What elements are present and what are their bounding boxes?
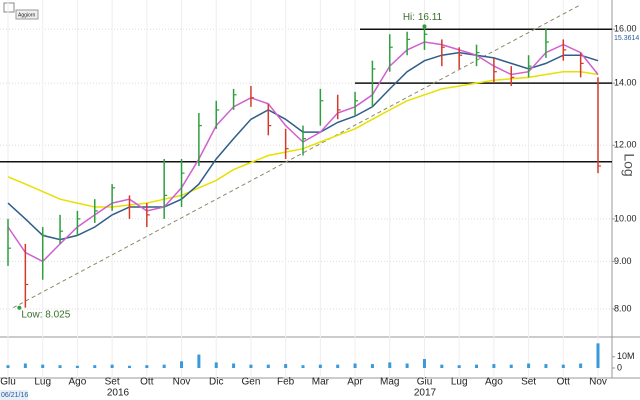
volume-bar xyxy=(561,364,565,368)
y-tick-label: 16.00 xyxy=(614,24,637,34)
y-tick-label: 10M xyxy=(617,351,635,361)
last-price: 15.3614 xyxy=(614,35,639,42)
volume-bar xyxy=(457,365,461,368)
volume-bar xyxy=(6,365,10,368)
x-tick-label: Ago xyxy=(485,377,503,388)
x-tick-label: Glu xyxy=(0,377,16,388)
y-tick-label: 8.00 xyxy=(614,303,632,313)
y-tick-label: 14.00 xyxy=(614,77,637,87)
volume-bar xyxy=(388,362,392,368)
y-tick-label: 9.00 xyxy=(614,256,632,266)
volume-bar xyxy=(127,365,131,368)
volume-bar xyxy=(197,354,201,368)
volume-bar xyxy=(249,364,253,368)
volume-bar xyxy=(162,364,166,368)
y-tick-label: 12.00 xyxy=(614,140,637,150)
y-tick-label: 10.00 xyxy=(614,213,637,223)
volume-bar xyxy=(301,365,305,368)
x-tick-label: Ott xyxy=(140,377,154,388)
volume-bar xyxy=(370,364,374,368)
x-tick-label: Ago xyxy=(69,377,87,388)
trend-line xyxy=(12,4,581,309)
volume-bar xyxy=(266,364,270,368)
x-tick-label: Set xyxy=(105,377,120,388)
volume-bar xyxy=(509,364,513,368)
volume-bar xyxy=(180,361,184,368)
x-tick-label: Gen xyxy=(241,377,260,388)
volume-bar xyxy=(596,343,600,368)
hi-marker xyxy=(422,24,427,29)
y-tick-label: 0 xyxy=(617,362,622,372)
volume-bar xyxy=(353,363,357,368)
start-date: 06/21/16 xyxy=(1,392,28,399)
toolbar-label[interactable]: Aggiorn xyxy=(18,12,35,18)
x-tick-label: Apr xyxy=(347,377,363,388)
x-tick-label: Dic xyxy=(209,377,223,388)
volume-bar xyxy=(440,364,444,368)
volume-bar xyxy=(579,363,583,368)
volume-bar xyxy=(110,364,114,368)
date-box xyxy=(0,390,28,400)
x-tick-label: Giu xyxy=(417,377,433,388)
volume-bar xyxy=(336,364,340,368)
volume-bar xyxy=(214,362,218,368)
volume-bar xyxy=(232,363,236,368)
volume-bar xyxy=(93,365,97,368)
volume-bar xyxy=(318,364,322,368)
axis-label: Log xyxy=(621,153,637,176)
volume-bar xyxy=(544,364,548,368)
volume-bar xyxy=(492,364,496,368)
x-tick-label: Lug xyxy=(451,377,468,388)
volume-bar xyxy=(23,363,27,368)
volume-bar xyxy=(527,363,531,368)
volume-bar xyxy=(405,363,409,368)
volume-bar xyxy=(284,364,288,368)
x-tick-label: Feb xyxy=(277,377,295,388)
volume-bar xyxy=(145,365,149,368)
x-tick-label: Set xyxy=(521,377,536,388)
x-tick-label: Mag xyxy=(380,377,399,388)
year-label: 2016 xyxy=(107,388,130,399)
x-tick-label: Ott xyxy=(557,377,571,388)
volume-bar xyxy=(475,364,479,368)
volume-bar xyxy=(422,359,426,368)
volume-bar xyxy=(75,365,79,368)
toolbar-icon[interactable] xyxy=(3,2,15,13)
low-marker xyxy=(17,305,22,310)
x-tick-label: Mar xyxy=(312,377,330,388)
toolbar-button[interactable] xyxy=(15,9,39,20)
volume-bar xyxy=(58,365,62,368)
hi-label: Hi: 16.11 xyxy=(403,12,443,23)
volume-bar xyxy=(41,364,45,368)
low-label: Low: 8.025 xyxy=(21,309,70,320)
x-tick-label: Lug xyxy=(34,377,51,388)
x-tick-label: Nov xyxy=(173,377,191,388)
x-tick-label: Nov xyxy=(589,377,607,388)
year-label: 2017 xyxy=(414,388,437,399)
